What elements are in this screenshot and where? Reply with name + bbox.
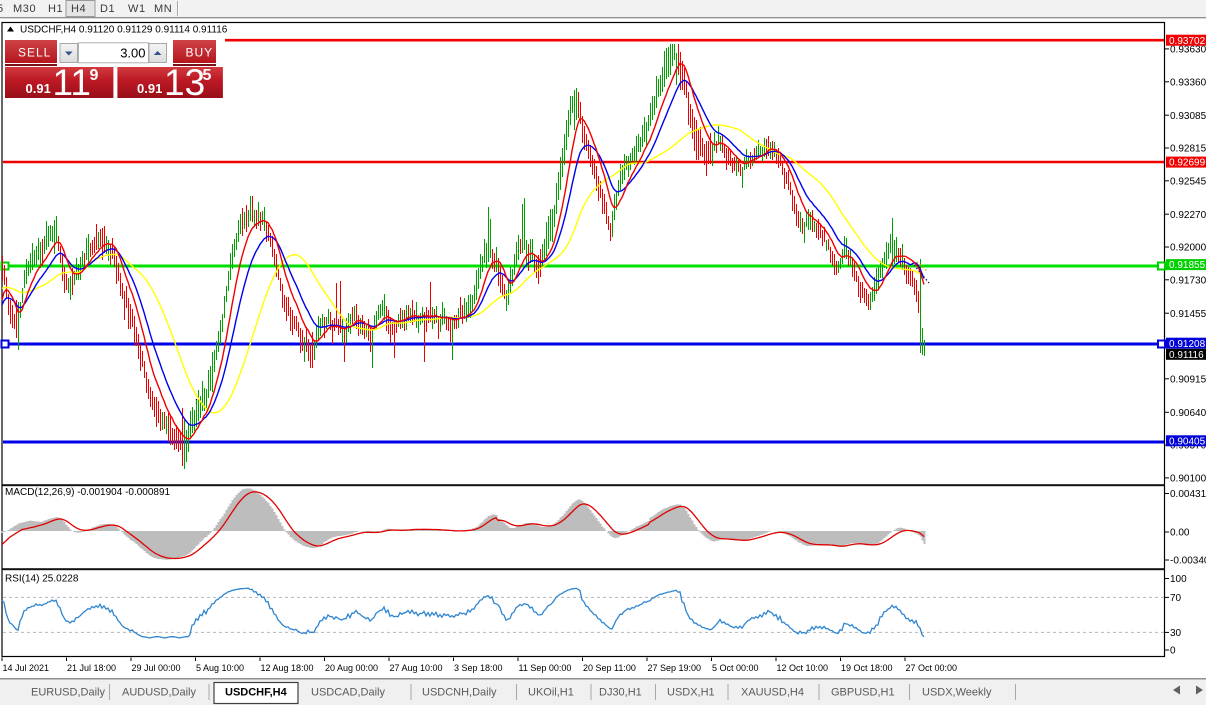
svg-text:3 Sep 18:00: 3 Sep 18:00 — [454, 663, 503, 673]
svg-text:UKOil,H1: UKOil,H1 — [528, 687, 574, 699]
svg-text:27 Aug 10:00: 27 Aug 10:00 — [390, 663, 443, 673]
svg-text:0.00431: 0.00431 — [1170, 489, 1206, 500]
svg-text:0.93630: 0.93630 — [1170, 45, 1206, 56]
svg-text:W1: W1 — [128, 3, 146, 15]
svg-text:MACD(12,26,9) -0.001904 -0.000: MACD(12,26,9) -0.001904 -0.000891 — [5, 487, 171, 498]
svg-text:0.91855: 0.91855 — [1169, 260, 1206, 271]
svg-text:0.92699: 0.92699 — [1169, 158, 1206, 169]
svg-text:BUY: BUY — [186, 46, 214, 60]
svg-text:0.91116: 0.91116 — [1169, 350, 1204, 361]
svg-text:3.00: 3.00 — [120, 46, 145, 61]
svg-text:27 Sep 19:00: 27 Sep 19:00 — [648, 663, 702, 673]
svg-text:GBPUSD,H1: GBPUSD,H1 — [831, 687, 895, 699]
svg-text:0.90915: 0.90915 — [1170, 374, 1206, 385]
svg-text:100: 100 — [1170, 574, 1187, 585]
svg-text:0.92545: 0.92545 — [1170, 176, 1206, 187]
svg-text:0.93702: 0.93702 — [1169, 36, 1206, 47]
svg-text:11: 11 — [53, 62, 91, 103]
svg-text:USDX,H1: USDX,H1 — [667, 687, 715, 699]
svg-text:5 Aug 10:00: 5 Aug 10:00 — [196, 663, 244, 673]
svg-text:USDX,Weekly: USDX,Weekly — [922, 687, 992, 699]
svg-text:5: 5 — [0, 3, 4, 15]
svg-text:20 Aug 00:00: 20 Aug 00:00 — [325, 663, 378, 673]
svg-text:USDCHF,H4 0.91120 0.91129 0.9: USDCHF,H4 0.91120 0.91129 0.91114 0.9111… — [20, 24, 228, 35]
svg-text:0.92270: 0.92270 — [1170, 210, 1206, 221]
svg-text:D1: D1 — [100, 3, 115, 15]
svg-text:0.90405: 0.90405 — [1169, 436, 1206, 447]
svg-text:12 Aug 18:00: 12 Aug 18:00 — [261, 663, 314, 673]
svg-text:21 Jul 18:00: 21 Jul 18:00 — [67, 663, 116, 673]
svg-text:0: 0 — [1170, 646, 1176, 657]
svg-text:0.93085: 0.93085 — [1170, 111, 1206, 122]
svg-text:H1: H1 — [48, 3, 63, 15]
svg-text:0.90640: 0.90640 — [1170, 408, 1206, 419]
svg-text:27 Oct 00:00: 27 Oct 00:00 — [906, 663, 958, 673]
svg-text:20 Sep 11:00: 20 Sep 11:00 — [583, 663, 636, 673]
svg-text:M30: M30 — [13, 3, 36, 15]
svg-text:MN: MN — [154, 3, 172, 15]
svg-text:-0.00340: -0.00340 — [1170, 556, 1206, 567]
svg-text:0.91455: 0.91455 — [1170, 309, 1206, 320]
svg-text:70: 70 — [1170, 593, 1182, 604]
svg-text:0.90100: 0.90100 — [1170, 474, 1206, 485]
svg-text:0.91: 0.91 — [137, 81, 162, 96]
svg-text:14 Jul 2021: 14 Jul 2021 — [3, 663, 50, 673]
svg-text:29 Jul 00:00: 29 Jul 00:00 — [132, 663, 181, 673]
svg-text:0.92000: 0.92000 — [1170, 243, 1206, 254]
svg-text:19 Oct 18:00: 19 Oct 18:00 — [841, 663, 893, 673]
svg-text:0.00: 0.00 — [1170, 528, 1190, 539]
svg-text:0.91: 0.91 — [26, 81, 51, 96]
svg-text:USDCHF,H4: USDCHF,H4 — [225, 687, 288, 699]
svg-text:9: 9 — [90, 67, 99, 84]
svg-text:0.92815: 0.92815 — [1170, 144, 1206, 155]
svg-text:AUDUSD,Daily: AUDUSD,Daily — [122, 687, 196, 699]
svg-text:RSI(14) 25.0228: RSI(14) 25.0228 — [5, 574, 79, 585]
svg-text:13: 13 — [164, 62, 205, 103]
svg-text:0.93360: 0.93360 — [1170, 77, 1206, 88]
svg-text:XAUUSD,H4: XAUUSD,H4 — [741, 687, 804, 699]
svg-text:0.91208: 0.91208 — [1169, 339, 1206, 350]
svg-text:SELL: SELL — [18, 46, 51, 60]
svg-text:11 Sep 00:00: 11 Sep 00:00 — [519, 663, 572, 673]
svg-text:5: 5 — [203, 67, 212, 84]
svg-text:30: 30 — [1170, 628, 1182, 639]
svg-text:H4: H4 — [71, 3, 86, 15]
svg-text:USDCAD,Daily: USDCAD,Daily — [311, 687, 385, 699]
svg-text:5 Oct 00:00: 5 Oct 00:00 — [712, 663, 759, 673]
svg-text:0.91730: 0.91730 — [1170, 275, 1206, 286]
svg-text:12 Oct 10:00: 12 Oct 10:00 — [777, 663, 829, 673]
svg-text:USDCNH,Daily: USDCNH,Daily — [422, 687, 497, 699]
svg-text:DJ30,H1: DJ30,H1 — [599, 687, 642, 699]
svg-text:EURUSD,Daily: EURUSD,Daily — [31, 687, 105, 699]
